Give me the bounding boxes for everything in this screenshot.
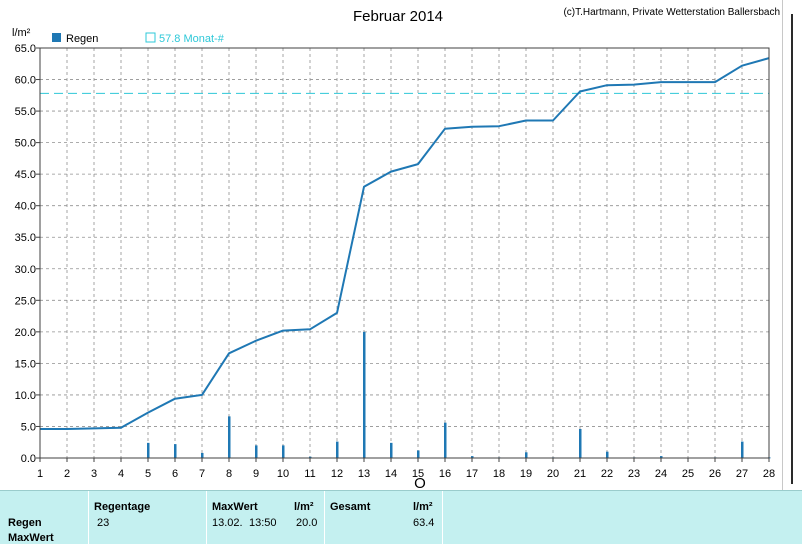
y-axis-label: l/m² <box>12 27 31 39</box>
x-tick-label: 28 <box>763 468 775 480</box>
header-maxwert: MaxWert <box>212 501 258 513</box>
rain-bar <box>363 331 366 458</box>
y-tick-label: 45.0 <box>15 169 36 181</box>
x-tick-label: 23 <box>628 468 640 480</box>
rain-bar <box>282 445 285 458</box>
rain-bar <box>336 441 339 458</box>
row-label-maxwert: MaxWert <box>8 532 54 544</box>
y-tick-label: 0.0 <box>21 453 36 465</box>
chart-credit: (c)T.Hartmann, Private Wetterstation Bal… <box>563 7 780 18</box>
cumulative-line <box>40 57 770 430</box>
y-tick-label: 15.0 <box>15 358 36 370</box>
x-tick-label: 21 <box>574 468 586 480</box>
legend-bar-swatch <box>52 33 61 42</box>
divider <box>324 491 325 544</box>
y-tick-label: 30.0 <box>15 264 36 276</box>
x-tick-label: 11 <box>304 468 315 480</box>
chart-title: Februar 2014 <box>353 8 443 25</box>
rain-bar <box>525 452 528 458</box>
x-tick-label: 24 <box>655 468 667 480</box>
value-max-date: 13.02. <box>212 517 243 529</box>
x-tick-label: 26 <box>709 468 721 480</box>
x-tick-label: 3 <box>91 468 97 480</box>
rain-bar <box>228 416 231 458</box>
x-tick-label: 19 <box>520 468 532 480</box>
y-tick-label: 10.0 <box>15 390 36 402</box>
rain-bar <box>174 444 177 458</box>
x-tick-label: 18 <box>493 468 505 480</box>
x-tick-label: 12 <box>331 468 343 480</box>
row-label-regen: Regen <box>8 517 42 529</box>
value-regentage: 23 <box>97 517 110 529</box>
plot-area <box>40 48 769 458</box>
summary-panel: Regentage MaxWert l/m² Gesamt l/m² Regen… <box>0 490 802 544</box>
value-max: 20.0 <box>296 517 318 529</box>
legend: Regen 57.8 Monat-# <box>52 32 225 45</box>
y-tick-label: 65.0 <box>15 43 36 55</box>
rain-bar <box>147 442 150 458</box>
x-tick-label: 5 <box>145 468 151 480</box>
x-tick-label: 25 <box>682 468 694 480</box>
rain-bar <box>444 422 447 458</box>
divider <box>442 491 443 544</box>
x-tick-label: 14 <box>385 468 397 480</box>
rain-bar <box>741 441 744 458</box>
y-tick-label: 35.0 <box>15 232 36 244</box>
x-tick-label: 20 <box>547 468 559 480</box>
header-unit-2: l/m² <box>413 501 433 513</box>
x-tick-label: 8 <box>226 468 232 480</box>
x-tick-label: 6 <box>172 468 178 480</box>
y-tick-label: 5.0 <box>21 421 36 433</box>
scroll-strip[interactable] <box>782 0 802 490</box>
rain-bar <box>579 428 582 458</box>
x-tick-label: 2 <box>64 468 70 480</box>
x-tick-label: 16 <box>439 468 451 480</box>
y-tick-label: 40.0 <box>15 201 36 213</box>
rain-bar <box>660 456 663 458</box>
divider <box>206 491 207 544</box>
value-gesamt: 63.4 <box>413 517 435 529</box>
x-tick-label: 1 <box>37 468 43 480</box>
cumulative-line-group <box>40 57 770 430</box>
x-tick-label: 9 <box>253 468 259 480</box>
rain-chart: Februar 2014 (c)T.Hartmann, Private Wett… <box>12 7 780 490</box>
rain-bar <box>390 442 393 458</box>
rain-bar <box>309 456 312 458</box>
x-tick-label: 17 <box>466 468 478 480</box>
value-max-time: 13:50 <box>249 517 277 529</box>
x-tick-label: 22 <box>601 468 613 480</box>
rain-bar <box>606 451 609 458</box>
y-tick-label: 20.0 <box>15 327 36 339</box>
grid-lines <box>40 48 769 458</box>
scroll-track[interactable] <box>791 14 793 484</box>
divider <box>88 491 89 544</box>
y-tick-labels: 0.0 5.0 10.0 15.0 20.0 25.0 30.0 35.0 40.0 45.0 50… <box>15 43 40 465</box>
marker-symbol: O <box>414 475 426 490</box>
y-tick-label: 60.0 <box>15 75 36 87</box>
header-gesamt: Gesamt <box>330 501 371 513</box>
bars-group <box>147 331 771 459</box>
x-tick-label: 4 <box>118 468 124 480</box>
legend-bar-label: Regen <box>66 33 98 45</box>
rain-bar <box>471 456 474 458</box>
legend-ref-swatch <box>145 32 156 43</box>
y-tick-label: 55.0 <box>15 106 36 118</box>
rain-bar <box>255 445 258 458</box>
header-regentage: Regentage <box>94 501 151 513</box>
x-tick-label: 10 <box>277 468 289 480</box>
rain-bar <box>417 450 420 458</box>
x-tick-label: 13 <box>358 468 370 480</box>
header-unit-1: l/m² <box>294 501 314 513</box>
x-tick-label: 15 <box>412 468 424 480</box>
x-tick-label: 27 <box>736 468 748 480</box>
legend-ref-label: 57.8 Monat-# <box>159 33 225 45</box>
rain-bar <box>201 452 204 458</box>
y-tick-label: 25.0 <box>15 295 36 307</box>
plot-frame <box>39 47 770 459</box>
x-tick-label: 7 <box>199 468 205 480</box>
x-tick-labels: 1 2 3 4 5 6 7 8 9 10 11 12 13 14 15 16 17 18 19 20 21 22 23 24 2… <box>37 458 775 480</box>
y-tick-label: 50.0 <box>15 138 36 150</box>
